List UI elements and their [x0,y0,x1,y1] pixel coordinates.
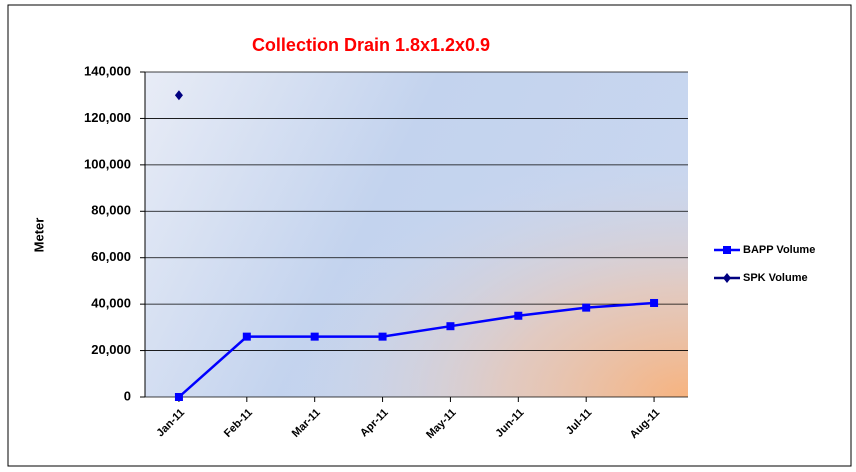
plot-glow [145,72,688,397]
y-axis-label: Meter [31,218,46,253]
marker [242,332,251,341]
y-tick-label: 120,000 [84,110,131,125]
series-line [178,301,655,398]
y-tick-label: 20,000 [91,342,131,357]
legend-label: SPK Volume [743,272,808,284]
marker [446,322,455,331]
legend-label: BAPP Volume [743,244,815,256]
marker [310,332,319,341]
marker [514,311,523,320]
marker [174,393,183,401]
chart-title: Collection Drain 1.8x1.2x0.9 [252,35,490,55]
y-tick-label: 80,000 [91,203,131,218]
marker [650,298,659,307]
marker [723,246,731,254]
marker [723,273,731,283]
y-tick-label: 40,000 [91,296,131,311]
y-tick-label: 140,000 [84,63,131,78]
marker [174,90,183,101]
y-tick-label: 100,000 [84,156,131,171]
marker [378,332,387,341]
y-tick-label: 60,000 [91,249,131,264]
y-tick-label: 0 [124,388,131,403]
marker [582,303,591,312]
